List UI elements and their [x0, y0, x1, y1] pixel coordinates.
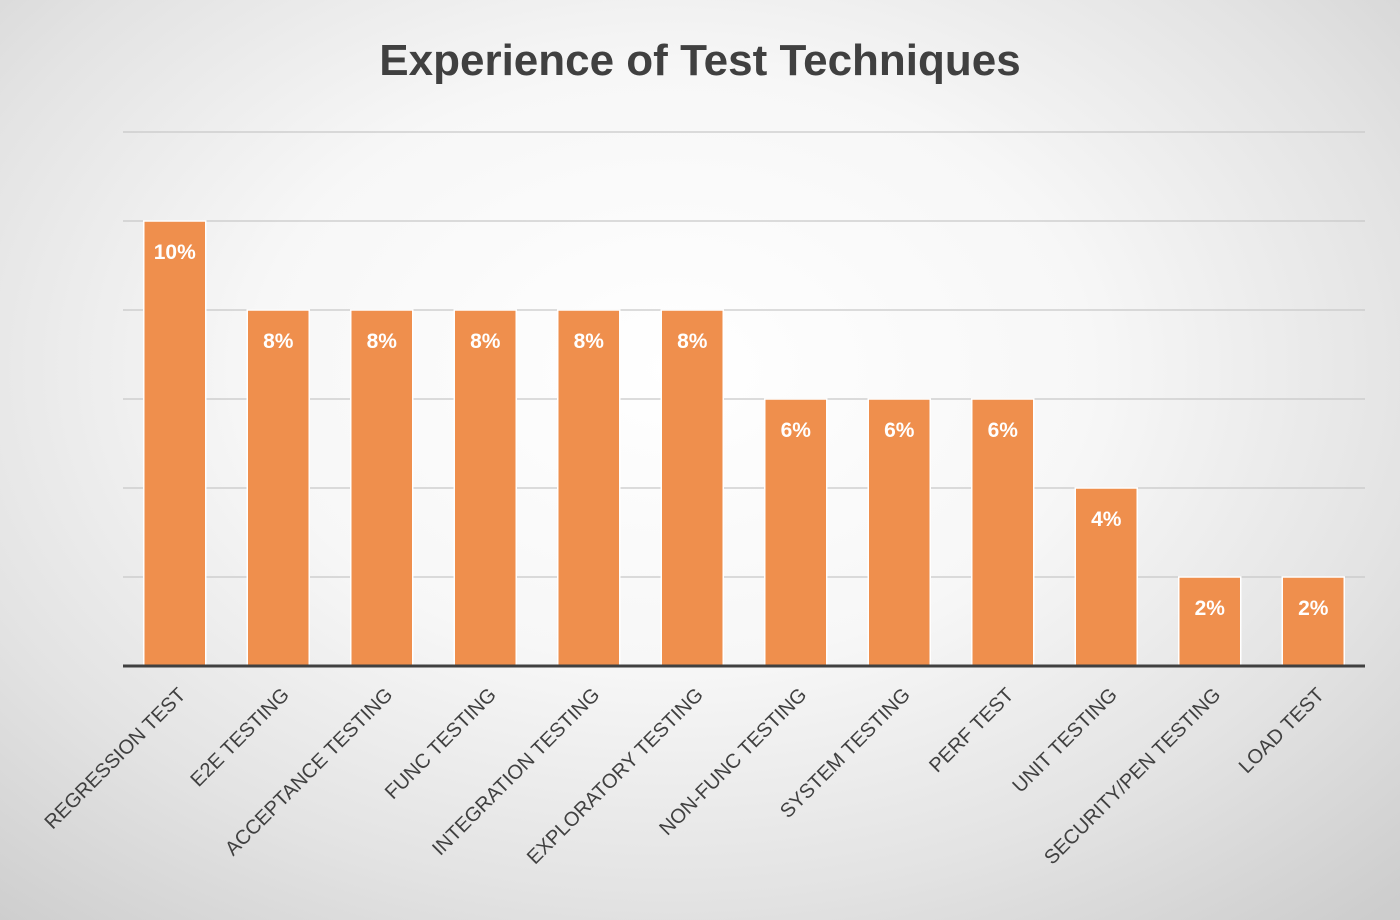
x-tick-label: SECURITY/PEN TESTING — [1040, 684, 1225, 869]
bar — [660, 309, 724, 667]
data-label: 8% — [470, 330, 501, 353]
data-label: 4% — [1091, 508, 1122, 531]
gridlines — [123, 131, 1365, 578]
bar — [350, 309, 414, 667]
x-tick-label: ACCEPTANCE TESTING — [221, 684, 397, 860]
bar — [1178, 576, 1242, 667]
bar — [867, 398, 931, 667]
x-tick-label: INTEGRATION TESTING — [428, 684, 604, 860]
data-label: 8% — [677, 330, 708, 353]
bars — [143, 220, 1345, 667]
bar — [453, 309, 517, 667]
x-tick-label: LOAD TEST — [1235, 684, 1329, 778]
bar — [143, 220, 207, 667]
data-label: 6% — [781, 419, 812, 442]
x-tick-label: REGRESSION TEST — [41, 684, 191, 834]
data-label: 6% — [988, 419, 1019, 442]
bar — [246, 309, 310, 667]
bar — [971, 398, 1035, 667]
bar — [1074, 487, 1138, 667]
chart-title: Experience of Test Techniques — [379, 36, 1020, 85]
data-label: 6% — [884, 419, 915, 442]
data-label: 10% — [154, 241, 196, 264]
data-label: 8% — [574, 330, 605, 353]
bar — [557, 309, 621, 667]
x-tick-label: EXPLORATORY TESTING — [523, 684, 708, 869]
bar — [1281, 576, 1345, 667]
x-tick-label: UNIT TESTING — [1009, 684, 1122, 797]
x-tick-label: E2E TESTING — [187, 684, 294, 791]
data-label: 8% — [367, 330, 398, 353]
data-labels: 10% 8% 8% 8% 8% 8% 6% 6% 6% 4% 2% 2% — [154, 241, 1329, 620]
x-tick-label: PERF TEST — [925, 684, 1018, 777]
x-tick-label: FUNC TESTING — [381, 684, 501, 804]
data-label: 8% — [263, 330, 294, 353]
data-label: 2% — [1195, 597, 1226, 620]
data-label: 2% — [1298, 597, 1329, 620]
